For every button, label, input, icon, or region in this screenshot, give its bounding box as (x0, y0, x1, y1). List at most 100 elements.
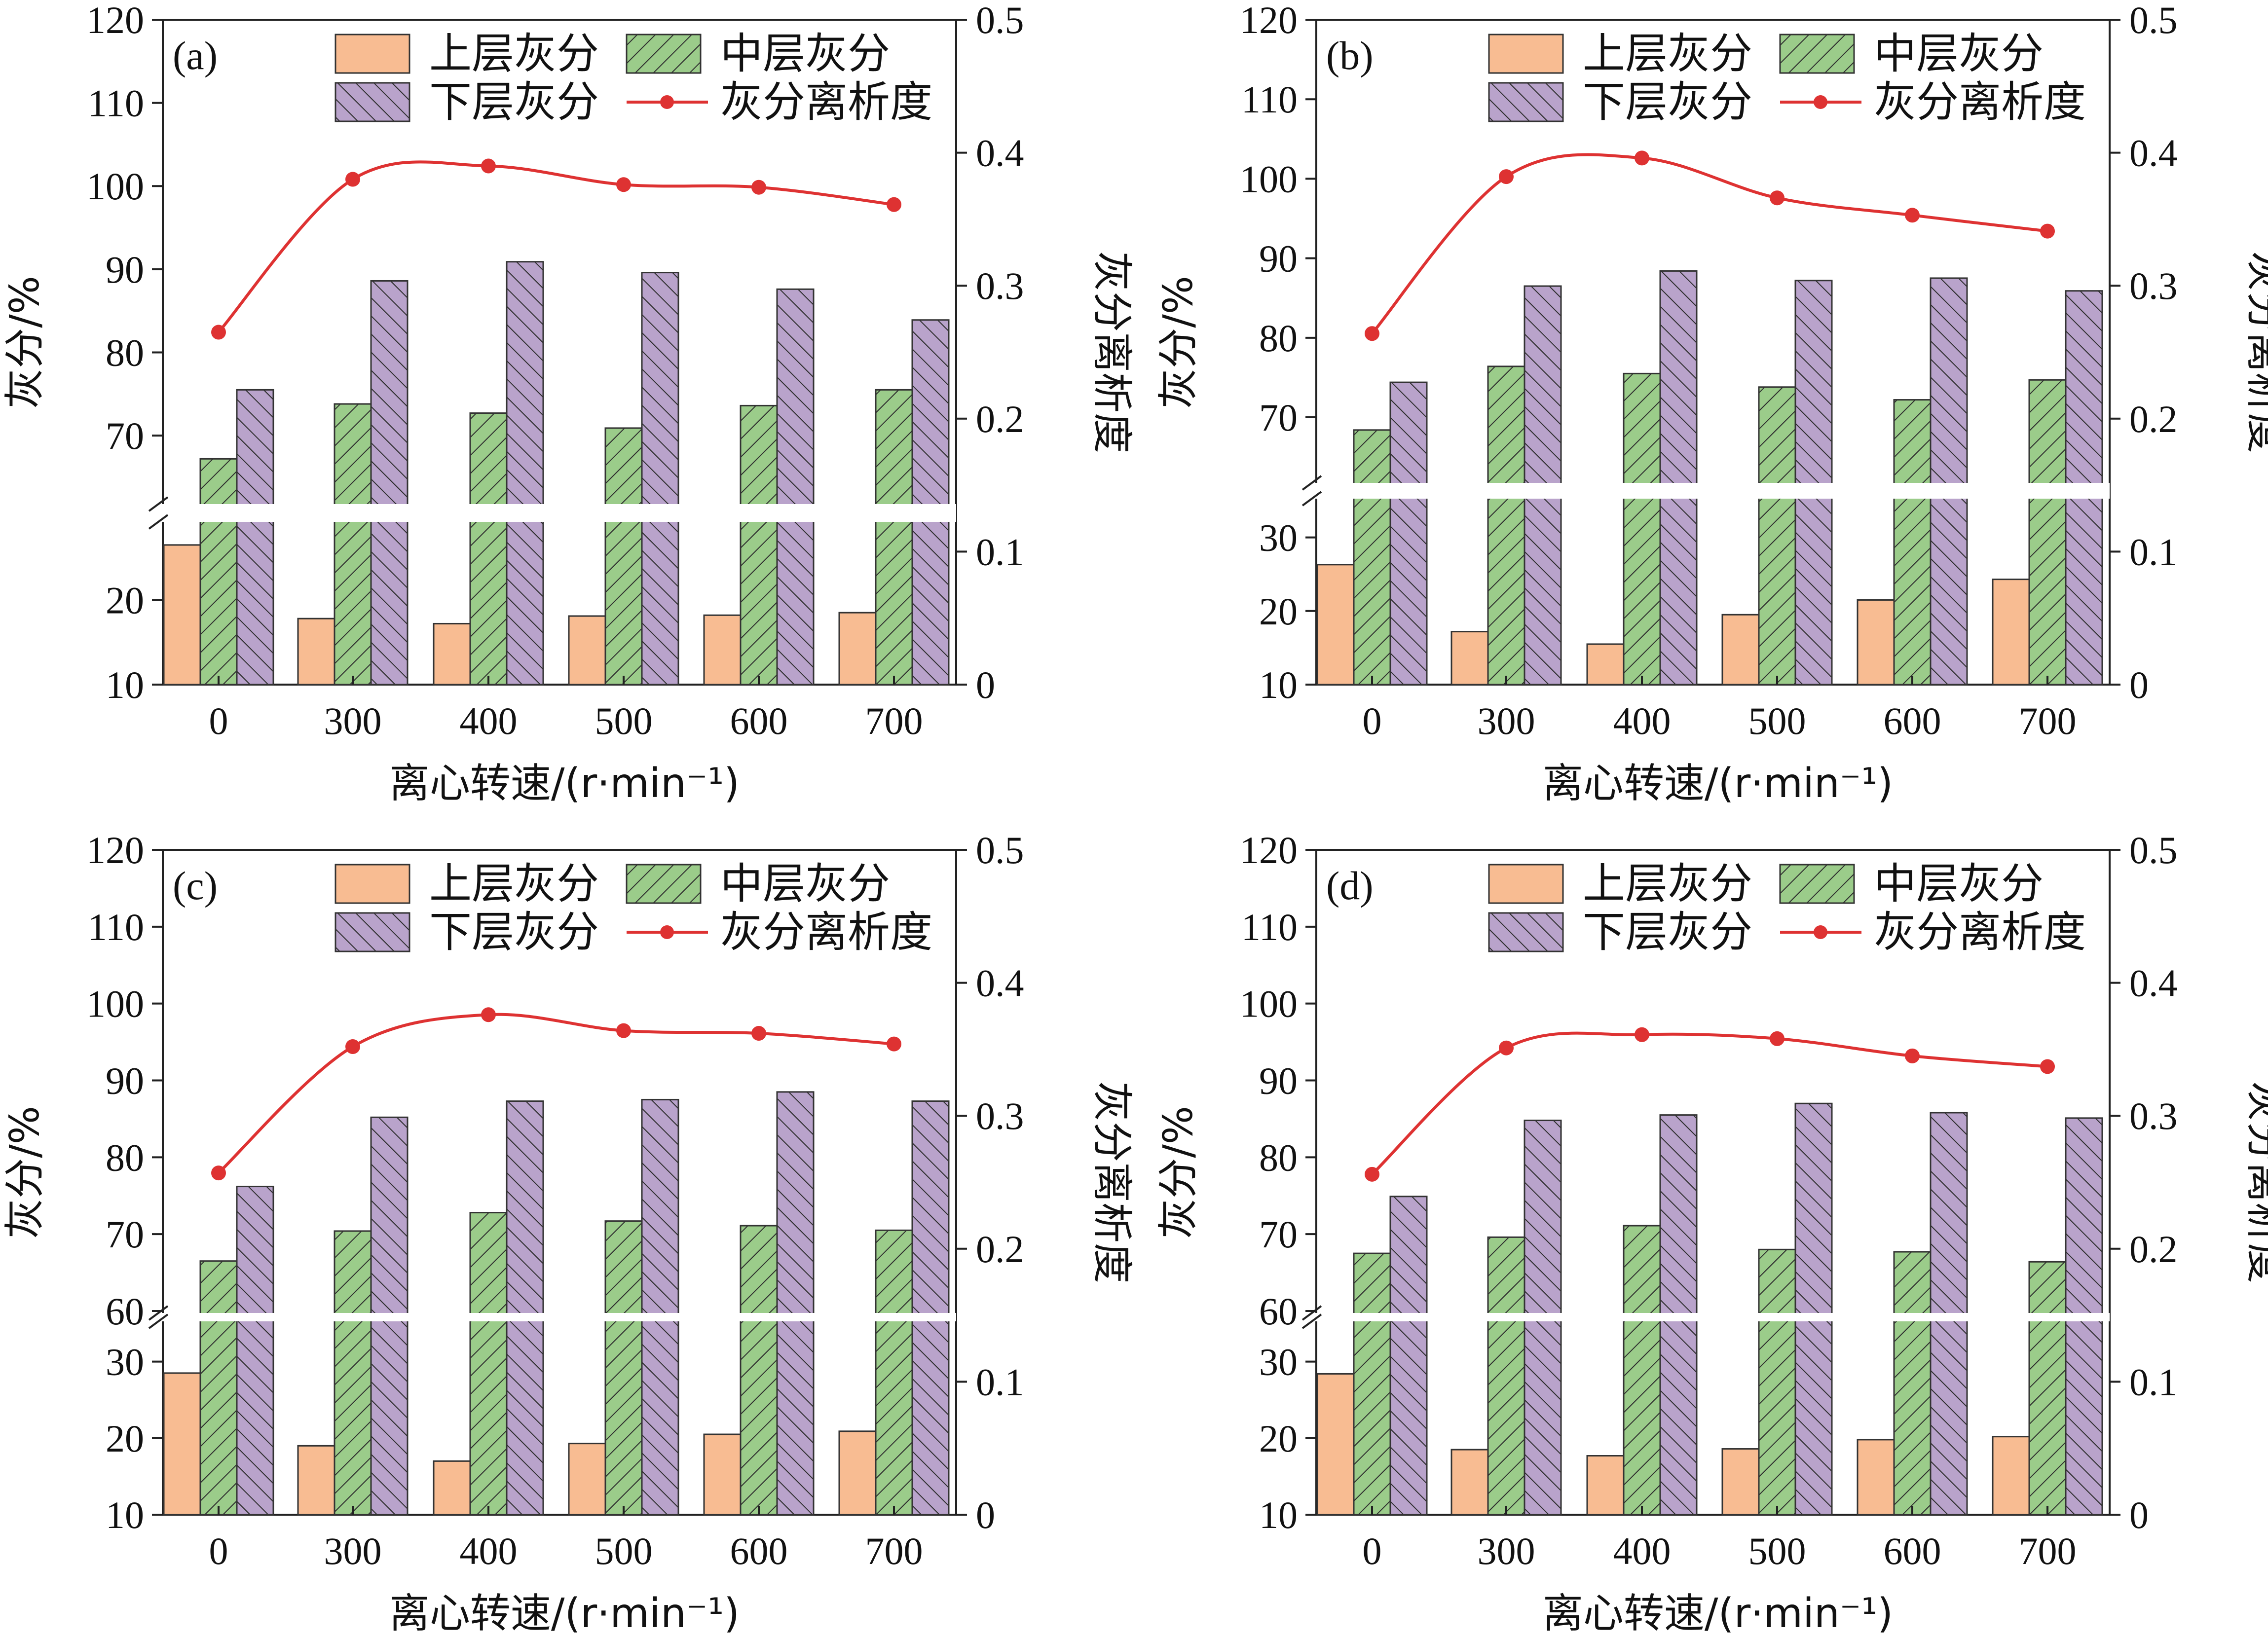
x-tick-label: 600 (1884, 1529, 1941, 1572)
legend-middle-label: 中层灰分 (720, 29, 890, 78)
chart-panel-2: 10 20 30 60 70 80 90 100 110 120 0 0.1 0.2 0.3 0.4 0.5 0… (1, 829, 1135, 1637)
middle-ash-bar (1487, 1236, 1525, 1516)
ash-segregation-point (2040, 1059, 2055, 1074)
middle-ash-bar (1758, 1248, 1796, 1516)
legend-middle-label: 中层灰分 (720, 859, 890, 909)
x-tick-label: 300 (324, 1529, 382, 1572)
upper-ash-bar (1857, 1439, 1895, 1516)
left-tick-label: 110 (1241, 78, 1298, 121)
x-tick-label: 500 (595, 699, 653, 742)
upper-ash-bar (163, 1372, 201, 1516)
x-tick-label: 700 (865, 1529, 923, 1572)
y-axis-title-right: 灰分离析度 (2242, 1081, 2268, 1283)
upper-ash-bar (297, 618, 335, 686)
ash-segregation-point (1770, 190, 1785, 206)
legend-line-label: 灰分离析度 (1874, 908, 2086, 957)
plot-frame (1315, 849, 2111, 1516)
panel-label: (c) (173, 863, 218, 908)
ash-segregation-line (1371, 1031, 2048, 1176)
x-axis-title: 离心转速/(r·min⁻¹) (1543, 1590, 1893, 1637)
x-axis-title: 离心转速/(r·min⁻¹) (389, 1590, 740, 1637)
left-tick-label: 80 (1259, 1136, 1298, 1179)
right-tick-label: 0 (976, 1493, 995, 1536)
plot-frame (162, 849, 957, 1516)
y-axis-title-right: 灰分离析度 (1088, 251, 1135, 453)
upper-ash-bar (1316, 564, 1355, 686)
axis-break-mark (1301, 491, 1322, 507)
axis-break-band (1297, 483, 2110, 499)
plot-frame (1315, 19, 2111, 686)
y-axis-title-left: 灰分/% (1155, 276, 1202, 409)
right-tick-label: 0 (2129, 1493, 2149, 1536)
legend-upper-swatch (335, 864, 410, 904)
x-tick-label: 0 (1363, 1529, 1382, 1572)
y-axis-title-right: 灰分离析度 (2242, 251, 2268, 453)
ash-segregation-point (887, 197, 901, 212)
left-tick-label: 100 (1240, 983, 1298, 1025)
right-tick-label: 0.2 (976, 398, 1024, 440)
legend-middle-swatch (1779, 34, 1855, 74)
x-tick-label: 400 (1613, 1529, 1671, 1572)
right-tick-label: 0.3 (976, 1094, 1024, 1137)
right-tick-label: 0 (976, 663, 995, 706)
left-tick-label: 70 (1259, 396, 1298, 439)
upper-ash-bar (838, 612, 877, 686)
left-tick-label: 120 (86, 0, 144, 41)
legend-upper-swatch (1488, 864, 1564, 904)
legend-upper-swatch (1488, 34, 1564, 74)
axis-break-mark (148, 1305, 169, 1321)
middle-ash-bar (334, 1230, 372, 1516)
legend-lower-swatch (1488, 82, 1564, 122)
x-axis-title: 离心转速/(r·min⁻¹) (389, 760, 740, 807)
left-tick-label: 100 (86, 165, 144, 208)
ash-segregation-point (1499, 169, 1514, 184)
lower-ash-bar (1930, 277, 1968, 686)
middle-ash-bar (199, 1260, 238, 1516)
left-tick-label: 20 (1259, 1417, 1298, 1460)
right-tick-label: 0.1 (2129, 530, 2178, 573)
ash-segregation-point (481, 158, 496, 174)
upper-ash-bar (1450, 1449, 1489, 1516)
upper-ash-bar (163, 544, 201, 686)
middle-ash-bar (740, 1225, 778, 1516)
ash-segregation-point (1365, 326, 1379, 341)
middle-ash-bar (1893, 399, 1932, 686)
lower-ash-bar (506, 261, 544, 686)
upper-ash-bar (1721, 614, 1760, 686)
ash-segregation-point (211, 325, 226, 340)
x-tick-label: 400 (460, 1529, 518, 1572)
ash-segregation-line (217, 1013, 894, 1174)
upper-ash-bar (1721, 1448, 1760, 1516)
legend-middle-swatch (626, 864, 702, 904)
legend-upper-label: 上层灰分 (429, 859, 599, 909)
left-tick-label: 120 (1240, 0, 1298, 41)
axis-break-band (1297, 1313, 2110, 1321)
legend-line-marker (1814, 925, 1827, 939)
upper-ash-bar (433, 622, 471, 686)
upper-ash-bar (1586, 643, 1625, 686)
left-tick-label: 10 (1259, 663, 1298, 706)
x-tick-label: 700 (865, 699, 923, 742)
x-tick-label: 300 (1478, 699, 1535, 742)
middle-ash-bar (1487, 365, 1525, 686)
chart-panel-1: 10 20 30 70 80 90 100 110 120 0 0.1 0.2 0.3 0.4 0.5 0 30… (1155, 0, 2268, 807)
ash-segregation-point (1635, 150, 1649, 166)
middle-ash-bar (334, 403, 372, 686)
right-tick-label: 0.1 (976, 1360, 1024, 1403)
axis-break-band (143, 1313, 956, 1321)
middle-ash-bar (2028, 1261, 2067, 1516)
right-tick-label: 0.4 (2129, 962, 2178, 1005)
x-tick-label: 0 (209, 1529, 228, 1572)
legend-lower-swatch (335, 912, 410, 952)
left-tick-label: 20 (106, 579, 144, 621)
x-tick-label: 0 (209, 699, 228, 742)
lower-ash-bar (1794, 1102, 1833, 1516)
right-tick-label: 0.5 (2129, 0, 2178, 41)
legend-line-marker (660, 95, 674, 109)
left-tick-label: 20 (106, 1417, 144, 1460)
legend-middle-swatch (1779, 864, 1855, 904)
middle-ash-bar (875, 389, 913, 686)
left-tick-label: 120 (1240, 829, 1298, 872)
